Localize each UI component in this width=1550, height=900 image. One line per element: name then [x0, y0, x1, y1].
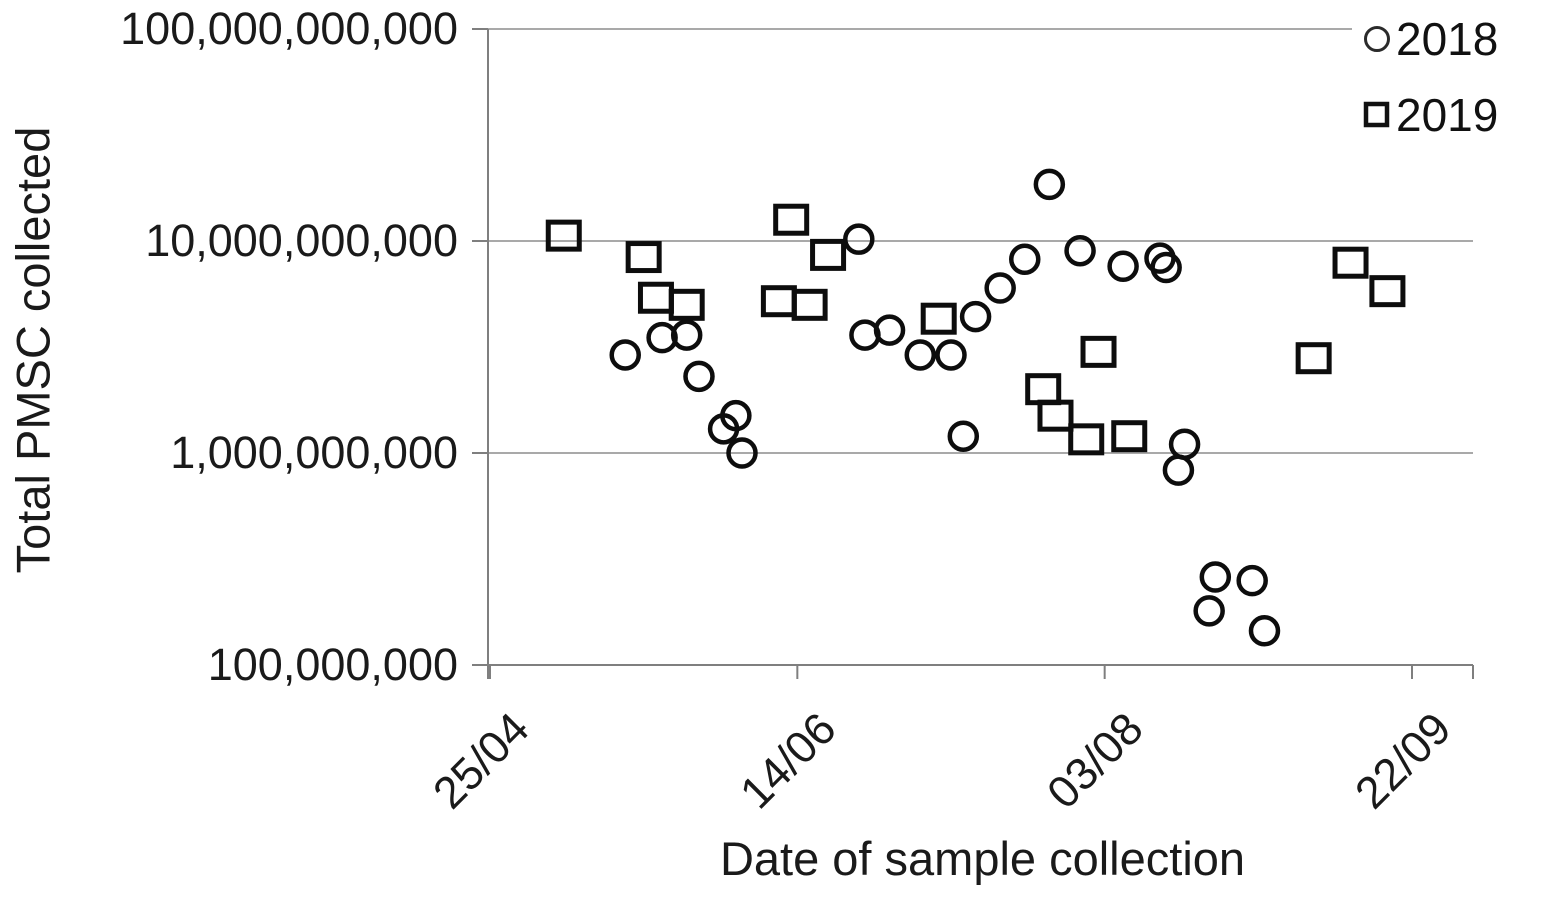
legend-circle-icon	[1364, 26, 1390, 52]
data-point-2018	[959, 300, 992, 333]
data-point-2019	[791, 288, 828, 321]
data-point-2018	[683, 360, 715, 393]
data-point-2018	[726, 437, 758, 469]
legend-label-2018: 2018	[1396, 13, 1499, 65]
data-point-2019	[1111, 420, 1148, 453]
legend-label-2019: 2019	[1396, 89, 1499, 141]
data-point-2019	[810, 238, 847, 271]
data-point-2019	[773, 203, 810, 236]
data-point-2018	[904, 339, 937, 371]
data-point-2019	[920, 302, 957, 335]
data-point-2018	[1162, 454, 1195, 486]
legend: 2018 2019	[1352, 10, 1505, 144]
data-point-2018	[1199, 561, 1232, 593]
data-point-2018	[843, 223, 875, 255]
data-point-2019	[1080, 335, 1117, 368]
data-point-2018	[849, 319, 881, 351]
data-point-2019	[545, 219, 582, 252]
data-point-2019	[668, 288, 705, 321]
data-point-2018	[1248, 615, 1281, 647]
data-point-2018	[1193, 595, 1225, 627]
data-point-2018	[984, 272, 1016, 304]
data-point-2019	[1369, 275, 1406, 308]
data-point-2019	[1332, 246, 1369, 279]
data-point-2018	[1033, 168, 1066, 201]
data-point-2019	[1037, 399, 1074, 432]
legend-item-2018: 2018	[1360, 14, 1498, 64]
data-point-2018	[1150, 251, 1182, 284]
y-tick-label-1e9: 1,000,000,000	[170, 427, 458, 478]
data-point-2018	[1107, 250, 1139, 283]
y-tick-label-1e10: 10,000,000,000	[145, 215, 458, 266]
y-tick-label-1e8: 100,000,000	[207, 639, 458, 690]
data-point-2019	[625, 241, 662, 274]
data-point-2018	[1236, 564, 1268, 597]
data-point-2018	[947, 420, 980, 452]
data-point-2019	[637, 281, 674, 314]
data-point-2018	[720, 399, 752, 432]
data-point-2018	[1168, 428, 1201, 460]
legend-square-icon	[1363, 101, 1390, 128]
data-point-2018	[609, 339, 641, 371]
data-point-2019	[1068, 423, 1105, 456]
data-point-2019	[760, 285, 797, 318]
data-point-2018	[873, 314, 906, 346]
legend-item-2019: 2019	[1360, 90, 1498, 140]
data-point-2019	[1025, 373, 1062, 406]
data-point-2018	[670, 319, 703, 351]
y-tick-label-1e11: 100,000,000,000	[120, 3, 458, 54]
data-point-2019	[1295, 342, 1332, 375]
data-point-2018	[1064, 234, 1096, 267]
data-point-2018	[935, 339, 967, 371]
data-point-2018	[1009, 243, 1041, 276]
x-axis-title: Date of sample collection	[719, 832, 1246, 885]
